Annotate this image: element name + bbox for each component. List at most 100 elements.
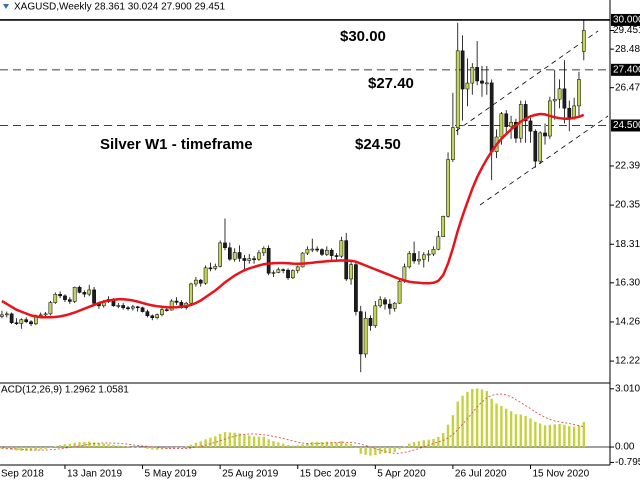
macd-bar — [558, 423, 561, 448]
level-label-box — [611, 63, 640, 76]
chart-header: XAGUSD,Weekly 28.361 30.024 27.900 29.45… — [14, 2, 226, 13]
macd-bar — [262, 436, 265, 448]
macd-bar — [451, 415, 455, 448]
macd-bar — [39, 447, 42, 450]
signal-line — [1, 393, 584, 454]
macd-bar — [563, 424, 566, 448]
candle-body — [237, 252, 242, 259]
candle-body — [320, 249, 324, 255]
candle-body — [523, 104, 528, 122]
macd-bar — [548, 424, 552, 448]
macd-bar — [315, 441, 319, 448]
y-tick-label: 28.480 — [615, 44, 640, 55]
candle-body — [334, 255, 339, 257]
candle-body — [528, 120, 533, 132]
candle-body — [87, 289, 92, 295]
candle-body — [426, 253, 431, 256]
macd-bar — [514, 414, 518, 448]
macd-bar — [243, 434, 246, 448]
macd-bar — [475, 388, 479, 448]
macd-bar — [456, 401, 459, 448]
candle-body — [48, 302, 53, 315]
macd-bar — [572, 426, 576, 448]
macd-bar — [398, 447, 401, 450]
candle-body — [135, 306, 140, 309]
macd-bar — [369, 447, 372, 456]
macd-bar — [446, 424, 450, 448]
candle-body — [266, 248, 271, 274]
y-tick-label: 14.260 — [615, 317, 640, 328]
macd-bar — [194, 442, 198, 448]
macd-bar — [228, 432, 232, 448]
macd-bar — [102, 443, 105, 448]
macd-bar — [277, 442, 280, 448]
y-tick-label: 18.310 — [615, 239, 640, 250]
macd-bar — [330, 442, 333, 448]
macd-bar — [117, 445, 120, 448]
candle-body — [19, 319, 24, 324]
candle-body — [242, 258, 247, 261]
macd-bar — [490, 398, 493, 448]
candle-body — [480, 80, 484, 84]
channel-lower — [479, 115, 609, 206]
candle-body — [4, 313, 9, 316]
annotation: $27.40 — [368, 75, 414, 92]
macd-bar — [485, 390, 489, 448]
candle-body — [470, 67, 475, 84]
candle-body — [383, 299, 387, 305]
level-label: 30.000 — [613, 15, 640, 26]
candle-body — [548, 100, 552, 137]
candle-body — [378, 299, 383, 307]
macd-bar — [359, 447, 362, 454]
symbol-icon — [3, 4, 9, 9]
macd-bar — [257, 436, 261, 448]
annotation: $24.50 — [355, 136, 401, 153]
candle-body — [417, 258, 421, 262]
candle-body — [208, 267, 213, 270]
macd-bar — [49, 447, 52, 448]
macd-bar — [340, 441, 343, 448]
macd-bar — [412, 442, 416, 448]
candle-body — [145, 311, 150, 317]
trend-channel — [455, 30, 609, 206]
macd-bar — [538, 423, 542, 448]
macd-bar — [432, 438, 435, 448]
candle-body — [116, 305, 121, 307]
candle-body — [140, 307, 145, 312]
last-price-label: 29.451 — [613, 25, 640, 36]
x-tick-label: 15 Nov 2020 — [532, 469, 589, 480]
macd-bar — [320, 441, 324, 448]
macd-bar — [141, 447, 144, 448]
macd-bar — [577, 425, 581, 448]
macd-bar — [112, 444, 115, 448]
candle-body — [291, 270, 295, 279]
indicator-title: ACD(12,26,9) 1.2962 1.0581 — [1, 385, 129, 396]
macd-bar — [34, 447, 38, 451]
candle-body — [131, 306, 135, 309]
macd-bar — [88, 441, 91, 448]
macd-bar — [175, 447, 178, 448]
candle-body — [455, 50, 460, 128]
candle-body — [126, 307, 130, 309]
macd-bar — [199, 441, 202, 448]
macd-bar — [480, 389, 484, 448]
macd-bar — [44, 447, 47, 449]
candle-body — [24, 319, 29, 323]
macd-bar — [151, 447, 154, 450]
candle-body — [121, 305, 126, 308]
x-tick-label: 5 Apr 2020 — [377, 469, 426, 480]
candle-body — [43, 313, 48, 316]
macd-bar — [582, 421, 586, 448]
macd-bar — [301, 444, 304, 448]
candle-body — [392, 302, 397, 309]
macd-bar — [73, 442, 76, 448]
candle-body — [82, 292, 87, 295]
candle-body — [0, 314, 4, 317]
candle-body — [431, 248, 436, 255]
macd-bar — [524, 416, 527, 448]
y-tick-label: 16.300 — [615, 277, 640, 288]
candle-body — [499, 113, 504, 138]
macd-bar — [189, 444, 193, 448]
macd-bar — [461, 395, 464, 448]
candle-body — [373, 305, 378, 326]
